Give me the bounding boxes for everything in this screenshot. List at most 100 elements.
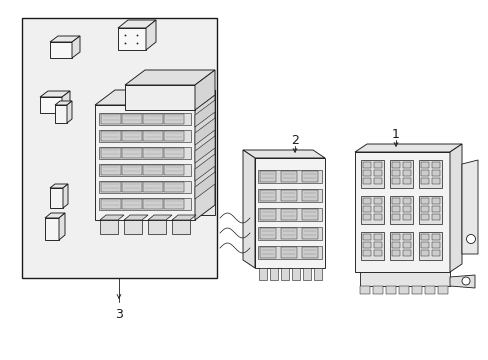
Bar xyxy=(431,198,439,204)
Bar xyxy=(389,160,412,188)
Bar xyxy=(101,199,121,209)
Bar xyxy=(402,214,410,220)
Bar xyxy=(420,178,428,184)
Bar xyxy=(391,198,399,204)
Bar xyxy=(402,178,410,184)
Polygon shape xyxy=(125,70,215,85)
Bar xyxy=(281,228,296,239)
Polygon shape xyxy=(63,184,68,208)
Polygon shape xyxy=(281,268,288,280)
Polygon shape xyxy=(259,268,266,280)
Bar xyxy=(391,250,399,256)
Polygon shape xyxy=(50,42,72,58)
Bar xyxy=(391,234,399,240)
Bar xyxy=(99,113,191,125)
Bar xyxy=(373,214,381,220)
Bar xyxy=(362,214,370,220)
Bar xyxy=(142,148,163,158)
Polygon shape xyxy=(195,100,215,127)
Polygon shape xyxy=(118,28,146,50)
Bar xyxy=(258,170,321,183)
Bar xyxy=(391,242,399,248)
Bar xyxy=(99,181,191,193)
Bar xyxy=(420,250,428,256)
Bar xyxy=(391,162,399,168)
Bar xyxy=(373,198,381,204)
Bar xyxy=(360,160,383,188)
Bar xyxy=(391,214,399,220)
Bar xyxy=(373,178,381,184)
Bar xyxy=(101,165,121,175)
Bar xyxy=(420,234,428,240)
Polygon shape xyxy=(437,286,447,294)
Bar xyxy=(122,114,142,124)
Polygon shape xyxy=(67,101,72,123)
Bar xyxy=(373,170,381,176)
Bar xyxy=(431,214,439,220)
Bar xyxy=(420,206,428,212)
Bar xyxy=(431,178,439,184)
Polygon shape xyxy=(195,90,215,220)
Bar xyxy=(101,114,121,124)
Polygon shape xyxy=(254,158,325,268)
Bar xyxy=(101,148,121,158)
Polygon shape xyxy=(449,275,474,288)
Bar xyxy=(101,182,121,192)
Bar xyxy=(260,228,275,239)
Polygon shape xyxy=(50,188,63,208)
Polygon shape xyxy=(62,91,70,113)
Bar xyxy=(258,208,321,221)
Bar xyxy=(122,199,142,209)
Polygon shape xyxy=(195,70,215,110)
Polygon shape xyxy=(449,144,461,272)
Bar xyxy=(431,250,439,256)
Polygon shape xyxy=(303,268,310,280)
Polygon shape xyxy=(291,268,299,280)
Bar xyxy=(362,178,370,184)
Polygon shape xyxy=(372,286,382,294)
Bar xyxy=(142,199,163,209)
Bar xyxy=(122,131,142,141)
Polygon shape xyxy=(95,90,215,105)
Bar xyxy=(362,206,370,212)
Bar xyxy=(281,190,296,201)
Bar xyxy=(373,242,381,248)
Bar xyxy=(362,242,370,248)
Bar xyxy=(431,170,439,176)
Bar xyxy=(142,182,163,192)
Polygon shape xyxy=(461,160,477,254)
Polygon shape xyxy=(100,215,124,220)
Polygon shape xyxy=(40,91,70,97)
Bar xyxy=(373,206,381,212)
Polygon shape xyxy=(146,20,156,50)
Bar xyxy=(420,242,428,248)
Bar xyxy=(402,242,410,248)
Polygon shape xyxy=(95,105,195,220)
Bar xyxy=(362,170,370,176)
Bar xyxy=(260,171,275,182)
Polygon shape xyxy=(195,118,215,145)
Bar xyxy=(281,209,296,220)
Polygon shape xyxy=(354,152,449,272)
Bar xyxy=(302,171,317,182)
Polygon shape xyxy=(385,286,395,294)
Bar xyxy=(431,242,439,248)
Bar xyxy=(163,165,183,175)
Polygon shape xyxy=(243,150,325,158)
Polygon shape xyxy=(172,220,190,234)
Polygon shape xyxy=(195,154,215,181)
Bar xyxy=(420,170,428,176)
Bar xyxy=(362,250,370,256)
Polygon shape xyxy=(195,172,215,199)
Polygon shape xyxy=(424,286,434,294)
Bar xyxy=(360,196,383,224)
Polygon shape xyxy=(195,136,215,163)
Polygon shape xyxy=(55,105,67,123)
Polygon shape xyxy=(148,220,165,234)
Bar xyxy=(373,250,381,256)
Bar xyxy=(431,234,439,240)
Polygon shape xyxy=(45,218,59,240)
Bar xyxy=(99,147,191,159)
Bar xyxy=(418,160,441,188)
Text: 3: 3 xyxy=(115,307,122,320)
